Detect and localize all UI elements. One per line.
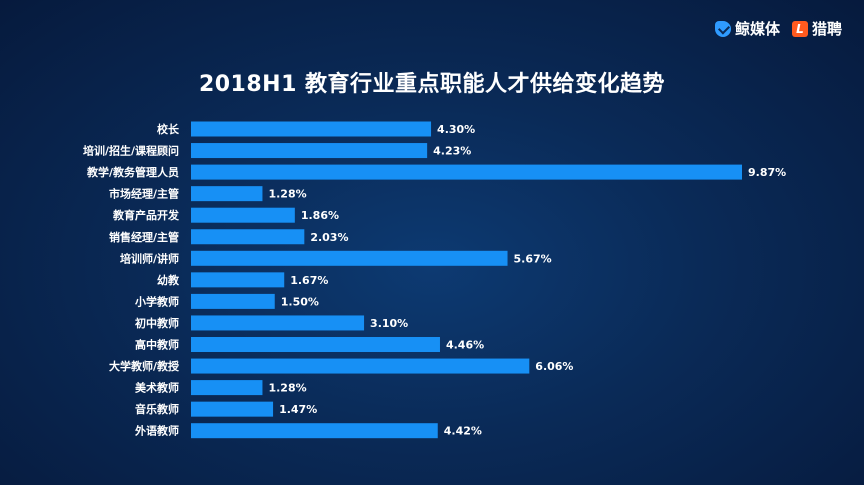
bar [191,272,285,288]
category-label: 小学教师 [134,294,179,308]
value-label: 1.50% [281,295,319,308]
bar [191,186,263,202]
value-label: 5.67% [514,252,552,265]
category-label: 大学教师/教授 [109,359,180,373]
value-label: 1.67% [290,274,328,287]
value-label: 4.42% [444,425,482,438]
value-label: 4.23% [433,145,471,158]
value-label: 4.30% [437,123,475,136]
category-label: 销售经理/主管 [109,230,179,244]
value-label: 4.46% [446,339,484,352]
category-label: 初中教师 [135,316,179,330]
bar [191,423,438,439]
bar [191,293,275,309]
value-label: 1.28% [268,188,306,201]
category-label: 外语教师 [134,424,179,438]
value-label: 1.86% [301,209,339,222]
bar [191,337,440,352]
bar [191,143,428,159]
bar [191,401,274,417]
value-label: 6.06% [535,360,573,373]
bar [191,315,365,331]
bar [191,207,295,223]
bar [191,380,263,396]
logo-bar: 鲸媒体 L 猎聘 [714,18,842,39]
value-label: 9.87% [748,166,786,179]
category-label: 教学/教务管理人员 [86,165,179,179]
bar [191,250,508,266]
category-label: 市场经理/主管 [109,187,179,201]
value-label: 2.03% [310,231,348,244]
value-label: 1.47% [279,403,317,416]
value-label: 1.28% [268,382,306,395]
category-label: 音乐教师 [135,402,179,416]
category-label: 高中教师 [135,338,179,352]
jingmeiti-logo: 鲸媒体 [714,18,780,39]
liepin-l-icon: L [791,20,808,37]
category-label: 教育产品开发 [112,208,180,222]
category-label: 幼教 [157,273,180,287]
category-label: 美术教师 [135,381,179,395]
category-label: 培训师/讲师 [120,251,179,265]
bar [191,121,432,137]
value-label: 3.10% [370,317,408,330]
bar [191,164,742,180]
chart-title: 2018H1 教育行业重点职能人才供给变化趋势 [198,72,666,97]
bar [191,358,530,374]
liepin-logo: L 猎聘 [791,18,842,39]
bar [191,229,305,245]
category-label: 培训/招生/课程顾问 [83,144,179,158]
jingmeiti-logo-text: 鲸媒体 [734,20,780,38]
category-label: 校长 [157,122,180,136]
whale-check-icon [714,20,731,37]
liepin-logo-text: 猎聘 [811,20,842,38]
